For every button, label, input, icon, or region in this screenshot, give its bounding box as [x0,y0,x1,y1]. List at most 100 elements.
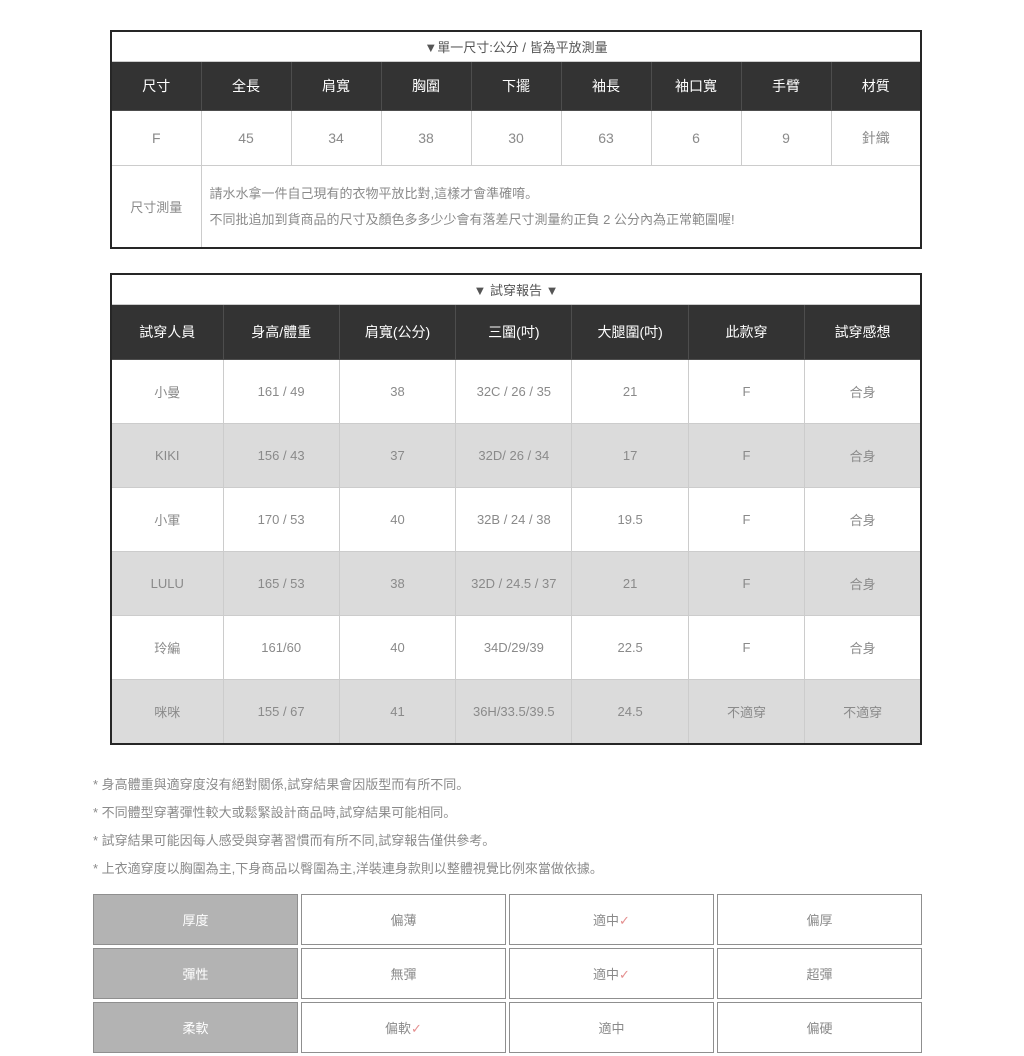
fit-col-header: 肩寬(公分) [338,304,457,360]
size-table: ▼單一尺寸:公分 / 皆為平放測量 尺寸 全長 肩寬 胸圍 下擺 袖長 袖口寬 … [110,30,922,249]
measure-label: 尺寸測量 [110,165,202,249]
measure-row: 尺寸測量 請水水拿一件自己現有的衣物平放比對,這樣才會準確唷。 不同批追加到貨商… [110,165,922,249]
size-col-header: 尺寸 [110,61,202,111]
size-col-header: 肩寬 [290,61,382,111]
fit-cell: 37 [338,423,457,488]
fit-cell: 合身 [804,551,922,616]
measure-text-line: 請水水拿一件自己現有的衣物平放比對,這樣才會準確唷。 [209,185,539,201]
fit-col-header: 試穿人員 [110,304,224,360]
check-icon: ✓ [411,1021,422,1036]
size-value-cell: 45 [200,110,292,166]
attr-label: 柔軟 [93,1002,298,1053]
fit-col-header: 此款穿 [687,304,806,360]
size-value-cell: 38 [380,110,472,166]
attr-option: 偏硬 [717,1002,922,1053]
size-table-title-row: ▼單一尺寸:公分 / 皆為平放測量 [110,30,922,62]
fit-row: KIKI 156 / 43 37 32D/ 26 / 34 17 F 合身 [110,423,922,488]
fit-cell: F [687,551,806,616]
fit-cell: 161 / 49 [222,359,340,424]
measure-text-line: 不同批追加到貨商品的尺寸及顏色多多少少會有落差尺寸測量約正負 2 公分內為正常範… [209,211,735,227]
fit-cell: 161/60 [222,615,340,680]
attr-option: 適中✓ [509,948,714,999]
fit-cell: 38 [338,359,457,424]
note-line: * 試穿結果可能因每人感受與穿著習慣而有所不同,試穿報告僅供參考。 [93,833,496,848]
fit-cell: F [687,423,806,488]
fit-cell: 36H/33.5/39.5 [455,679,573,745]
fit-cell: 32D/ 26 / 34 [455,423,573,488]
tester-name: 小軍 [110,487,224,552]
tester-name: 咪咪 [110,679,224,745]
fit-cell: 19.5 [571,487,689,552]
attr-option: 偏軟✓ [301,1002,506,1053]
attr-option: 無彈 [301,948,506,999]
fit-cell: 合身 [804,615,922,680]
fit-row: 玲編 161/60 40 34D/29/39 22.5 F 合身 [110,615,922,680]
fit-cell: F [687,487,806,552]
attr-option-text: 無彈 [390,967,417,982]
attr-row: 彈性 無彈 適中✓ 超彈 [93,948,922,999]
attr-option-text: 偏硬 [806,1021,833,1036]
size-value-cell: 30 [470,110,562,166]
attr-option-text: 偏薄 [390,913,417,928]
fit-cell: 40 [338,615,457,680]
fit-cell: F [687,359,806,424]
tester-name: KIKI [110,423,224,488]
size-value-row: F 45 34 38 30 63 6 9 針織 [110,110,922,166]
fit-col-header: 三圍(吋) [455,304,573,360]
attr-option: 超彈 [717,948,922,999]
fit-cell: 17 [571,423,689,488]
attribute-table: 厚度 偏薄 適中✓ 偏厚 彈性 無彈 適中✓ 超彈 柔軟 偏軟✓ 適中 偏硬 [90,891,925,1056]
attr-option: 偏薄 [301,894,506,945]
fit-cell: 合身 [804,423,922,488]
fit-cell: 41 [338,679,457,745]
size-value-cell: 針織 [830,110,922,166]
attr-label: 厚度 [93,894,298,945]
fit-cell: F [687,615,806,680]
fit-cell: 165 / 53 [222,551,340,616]
size-value-cell: 6 [650,110,742,166]
fit-cell: 40 [338,487,457,552]
size-col-header: 下擺 [470,61,562,111]
fit-cell: 32D / 24.5 / 37 [455,551,573,616]
size-col-header: 全長 [200,61,292,111]
attr-option-text: 適中 [593,913,620,928]
fit-row: LULU 165 / 53 38 32D / 24.5 / 37 21 F 合身 [110,551,922,616]
attr-option-text: 適中 [598,1021,625,1036]
size-value-cell: F [110,110,202,166]
attr-option: 適中✓ [509,894,714,945]
tester-name: 小曼 [110,359,224,424]
fit-cell: 22.5 [571,615,689,680]
size-value-cell: 9 [740,110,832,166]
fit-cell: 170 / 53 [222,487,340,552]
fit-cell: 21 [571,359,689,424]
tester-name: LULU [110,551,224,616]
fit-cell: 32B / 24 / 38 [455,487,573,552]
fit-cell: 38 [338,551,457,616]
check-icon: ✓ [619,967,630,982]
fit-cell: 合身 [804,359,922,424]
attr-option: 偏厚 [717,894,922,945]
fit-table-title: ▼ 試穿報告 ▼ [110,273,922,305]
fit-cell: 不適穿 [687,679,806,745]
fit-report-table: ▼ 試穿報告 ▼ 試穿人員 身高/體重 肩寬(公分) 三圍(吋) 大腿圍(吋) … [110,273,922,745]
note-line: * 身高體重與適穿度沒有絕對關係,試穿結果會因版型而有所不同。 [93,777,470,792]
fit-row: 小軍 170 / 53 40 32B / 24 / 38 19.5 F 合身 [110,487,922,552]
measure-text: 請水水拿一件自己現有的衣物平放比對,這樣才會準確唷。 不同批追加到貨商品的尺寸及… [200,165,922,249]
attr-option-text: 偏軟 [385,1021,412,1036]
fit-cell: 24.5 [571,679,689,745]
size-col-header: 袖長 [560,61,652,111]
fit-cell: 34D/29/39 [455,615,573,680]
attr-label: 彈性 [93,948,298,999]
attr-row: 厚度 偏薄 適中✓ 偏厚 [93,894,922,945]
note-line: * 不同體型穿著彈性較大或鬆緊設計商品時,試穿結果可能相同。 [93,805,457,820]
attr-option-text: 超彈 [806,967,833,982]
attr-option-text: 偏厚 [806,913,833,928]
check-icon: ✓ [619,913,630,928]
size-col-header: 袖口寬 [650,61,742,111]
tester-name: 玲編 [110,615,224,680]
fit-cell: 32C / 26 / 35 [455,359,573,424]
size-col-header: 材質 [830,61,922,111]
size-col-header: 手臂 [740,61,832,111]
fit-table-title-row: ▼ 試穿報告 ▼ [110,273,922,305]
fit-table-header-row: 試穿人員 身高/體重 肩寬(公分) 三圍(吋) 大腿圍(吋) 此款穿 試穿感想 [110,304,922,360]
